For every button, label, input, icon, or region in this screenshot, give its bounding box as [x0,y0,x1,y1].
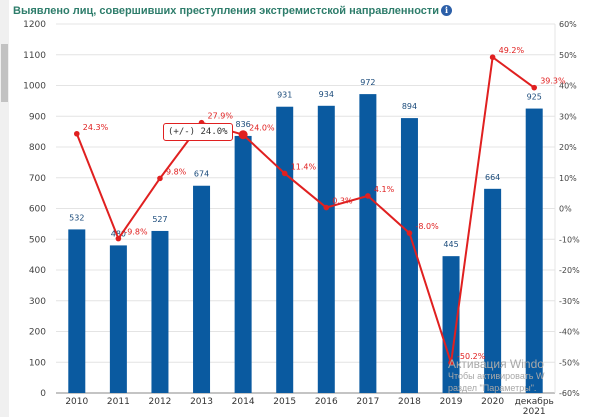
growth-point [365,193,371,199]
bar-value-label: 445 [443,240,458,249]
growth-value-label: 4.1% [374,185,395,194]
bar [234,135,252,393]
watermark-line-1: Чтобы активировать W [448,371,545,381]
bar [400,118,418,393]
chart-title-text: Выявлено лиц, совершивших преступления э… [13,5,440,17]
x-tick-label: 2019 [440,397,463,407]
y-left-tick-label: 400 [29,266,46,276]
growth-point [448,360,454,366]
y-right-tick-label: -10% [559,235,580,244]
growth-point [489,54,496,61]
x-tick-label: 2012 [149,397,172,407]
growth-point [281,170,288,177]
y-left-tick-label: 300 [29,297,46,307]
bar [359,94,377,394]
watermark-title: Активация Windo [448,357,544,371]
y-left-tick-label: 0 [40,389,46,399]
growth-value-label: 0.3% [332,197,353,206]
y-left-tick-label: 1000 [23,82,46,92]
y-right-tick-label: 30% [559,112,577,121]
growth-value-label: 24.0% [249,124,275,133]
growth-line [75,56,535,364]
windows-activation-watermark: Активация Windo Чтобы активировать W раз… [448,358,544,394]
bar-value-label: 934 [319,90,334,99]
bar-value-label: 480 [111,229,126,238]
y-right-tick-label: 10% [559,174,577,183]
bar [317,105,335,394]
growth-value-label: 39.3% [540,77,566,86]
bar-value-label: 664 [485,173,500,182]
bar [276,106,294,393]
y-right-tick-label: -30% [559,297,580,306]
bar [193,185,211,393]
y-left-tick-label: 700 [29,174,46,184]
y-right-tick-label: -40% [559,328,580,337]
y-right-tick-label: 60% [559,20,577,29]
growth-value-label: -8.0% [415,222,439,231]
y-right-tick-label: -20% [559,266,580,275]
bar-value-label: 836 [235,120,250,129]
growth-point [238,130,248,140]
bar-value-label: 532 [69,213,84,222]
x-tick-label: 2020 [481,397,504,407]
growth-value-label: 11.4% [291,162,317,171]
x-tick-label: 2011 [107,397,130,407]
bar-value-label: 972 [360,78,375,87]
y-right-tick-label: 40% [559,82,577,91]
bar-value-label: 527 [152,215,167,224]
bar [109,245,127,393]
growth-value-label: -50.2% [457,352,486,361]
y-left-tick-label: 800 [29,143,46,153]
scrollbar-thumb[interactable] [1,44,8,102]
x-tick-label: 2016 [315,397,338,407]
growth-point [323,204,330,211]
x-tick-label: 2013 [190,397,213,407]
x-tick-label: 2014 [232,397,255,407]
bar [151,230,169,393]
bar-value-label: 931 [277,91,292,100]
y-left-tick-label: 500 [29,235,46,245]
y-right-tick-label: 0% [559,205,572,214]
bar [68,229,86,393]
y-right-tick-label: -60% [559,389,580,398]
growth-value-label: 49.2% [499,46,525,55]
watermark-line-2: раздел "Параметры". [448,383,537,393]
x-tick-label: 2021 [523,407,546,417]
x-tick-label: декабрь [515,397,554,407]
growth-point [531,84,538,91]
y-right-tick-label: -50% [559,358,580,367]
chart-tooltip: (+/-) 24.0% [163,123,233,141]
growth-point [115,235,122,242]
y-left-tick-label: 200 [29,328,46,338]
growth-value-label: 9.8% [166,167,187,176]
bar [484,188,502,393]
y-right-tick-label: 50% [559,51,577,60]
x-tick-label: 2015 [273,397,296,407]
x-tick-label: 2010 [65,397,88,407]
x-tick-label: 2018 [398,397,421,407]
bar-value-label: 674 [194,170,209,179]
x-tick-label: 2017 [356,397,379,407]
bar-value-label: 925 [527,93,542,102]
y-left-tick-label: 1100 [23,51,46,61]
y-left-tick-label: 600 [29,205,46,215]
y-left-tick-label: 1200 [23,20,46,30]
y-left-tick-label: 100 [29,358,46,368]
growth-value-label: 27.9% [208,112,234,121]
info-icon[interactable]: i [441,5,453,16]
growth-point [406,230,413,236]
bar [525,108,543,393]
growth-value-label: 24.3% [83,123,109,132]
bar [442,256,460,393]
chart-title: Выявлено лиц, совершивших преступления э… [13,5,453,17]
growth-value-label: -9.8% [124,228,148,237]
growth-point [73,130,80,137]
y-left-tick-label: 900 [29,112,46,122]
growth-point [157,175,163,182]
page-scrollbar[interactable] [0,0,9,417]
bar-value-label: 894 [402,102,417,111]
y-right-tick-label: 20% [559,143,577,152]
